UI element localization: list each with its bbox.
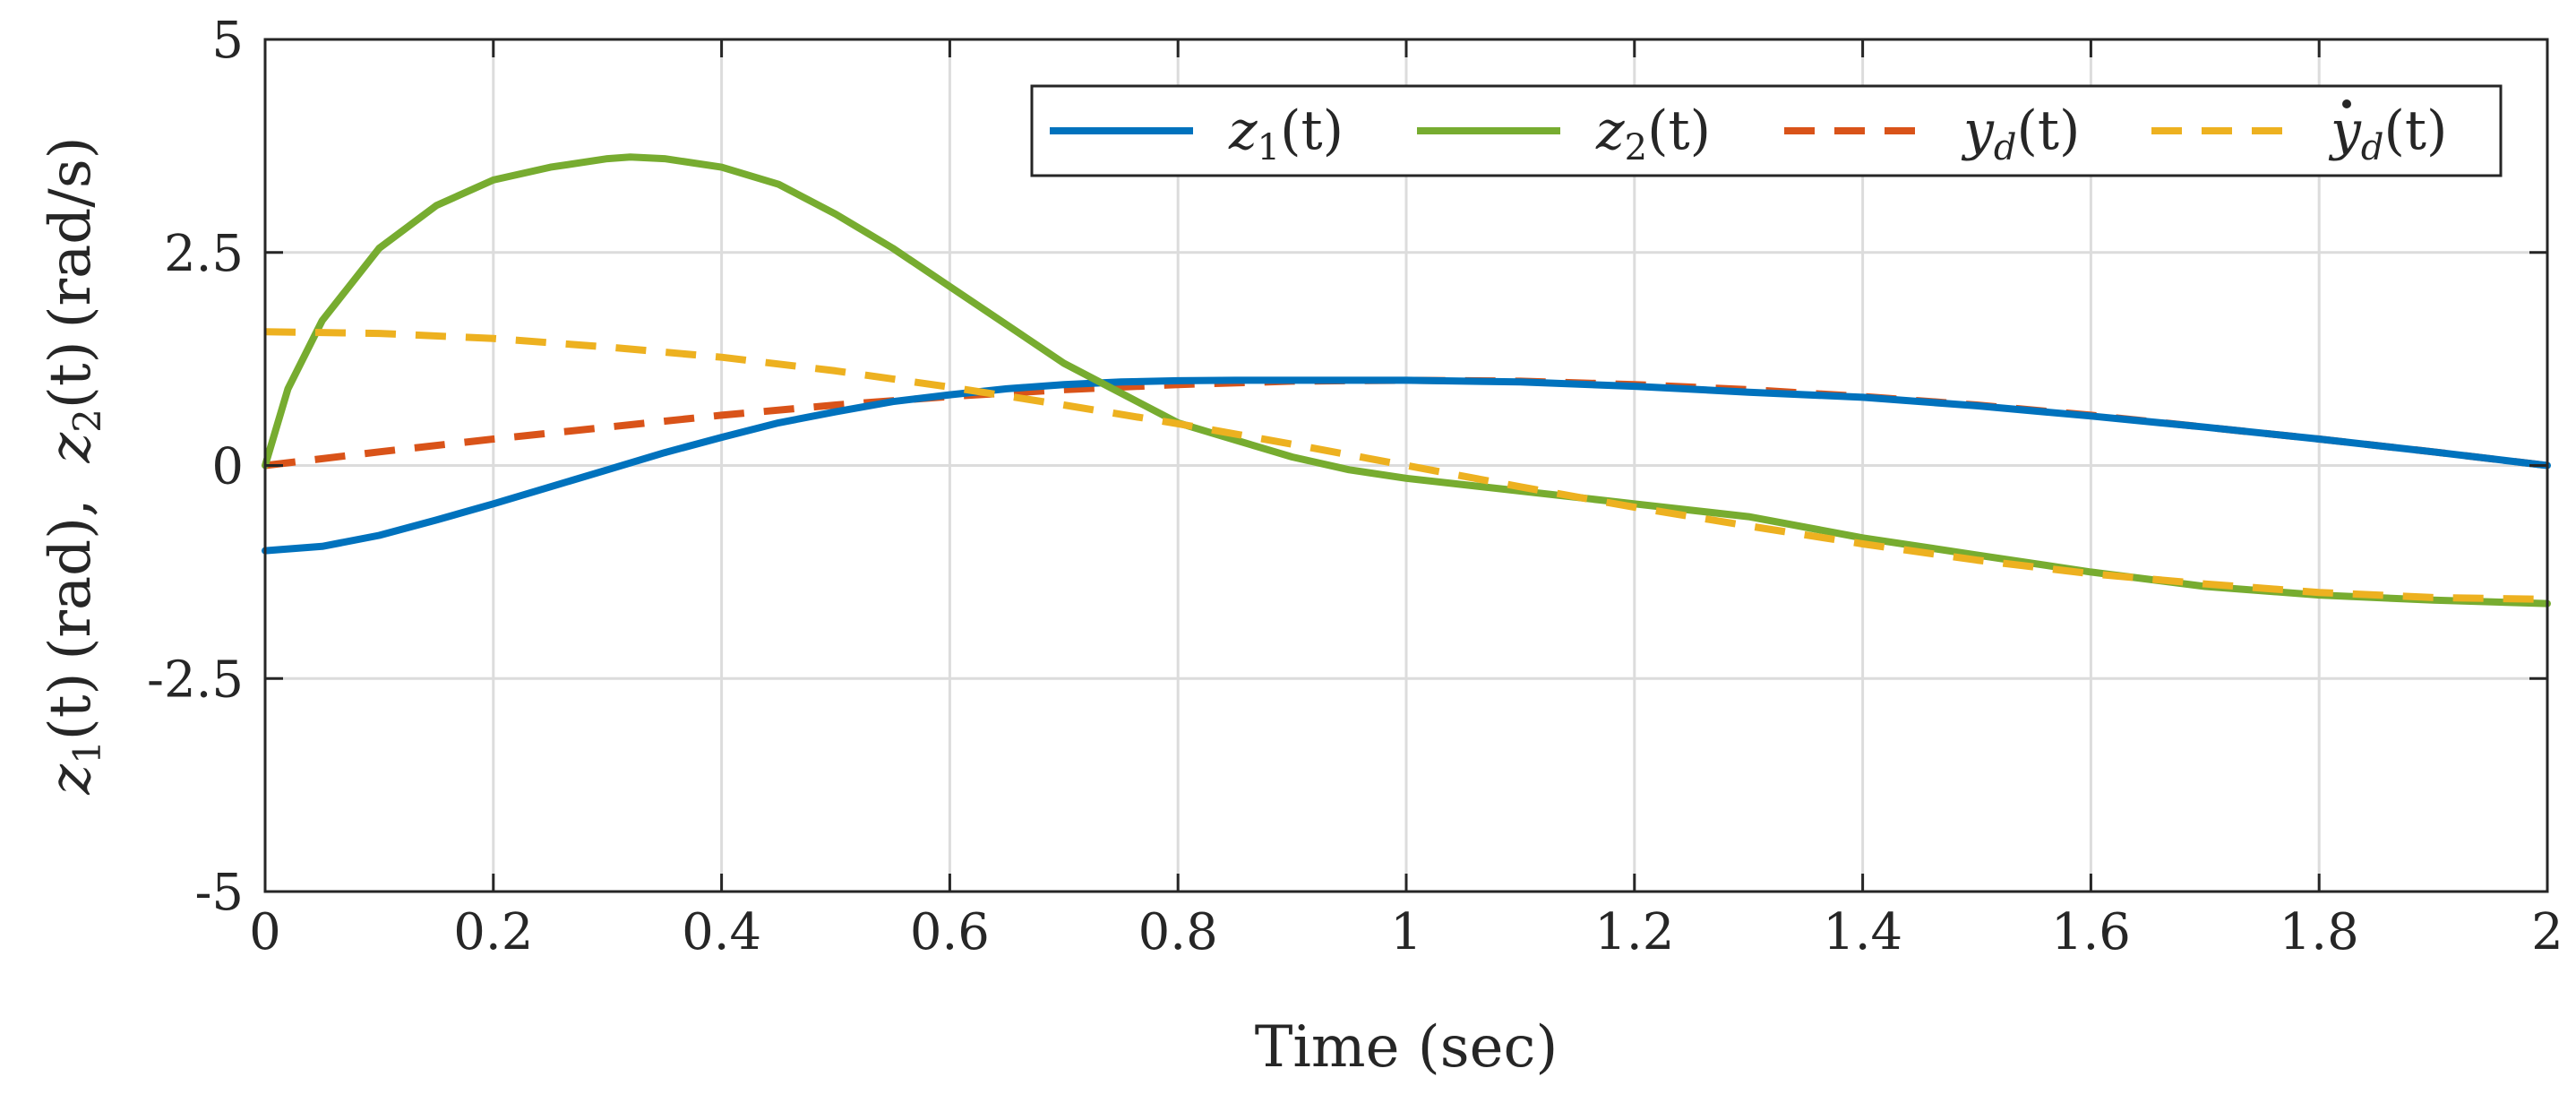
ylabel-z1-unit: (rad),: [38, 499, 104, 660]
legend-symbol: z: [1228, 99, 1258, 162]
legend-label: yd(t): [2328, 99, 2447, 168]
axis-ticks: 0 0.2 0.4 0.6 0.8 1 1.2 1.4 1.6 1.8 2 -5 -2.5 0 2.5 5: [147, 12, 2563, 961]
legend-argument: (t): [1647, 99, 1711, 162]
legend: z1(t) z2(t) yd(t) yd(t): [1030, 84, 2503, 177]
x-tick-label: 1.8: [2280, 903, 2359, 961]
svg-text:z1(t)(rad),z2(t)(rad/s): z1(t)(rad),z2(t)(rad/s): [38, 136, 109, 795]
y-tick-label: 0: [211, 438, 244, 496]
x-tick-label: 0.4: [682, 903, 761, 961]
ylabel-z2-unit: (rad/s): [38, 136, 104, 328]
x-tick-label: 0.6: [910, 903, 990, 961]
legend-argument: (t): [2384, 99, 2448, 162]
legend-argument: (t): [2017, 99, 2081, 162]
ylabel-z2-symbol: z: [38, 432, 104, 464]
legend-label: z1(t): [1228, 99, 1344, 168]
y-tick-label: 5: [211, 12, 244, 70]
y-tick-label: 2.5: [164, 225, 244, 283]
ylabel-z1-argument: (t): [38, 673, 104, 741]
y-tick-label: -5: [194, 864, 244, 922]
legend-label: yd(t): [1961, 99, 2080, 168]
legend-derivative-dot: [2342, 99, 2351, 108]
ylabel-z1-symbol: z: [38, 763, 104, 796]
ylabel-z1-subscript: 1: [65, 740, 109, 764]
x-tick-label: 1.4: [1823, 903, 1902, 961]
legend-symbol: z: [1595, 99, 1625, 162]
ylabel-z2-argument: (t): [38, 340, 104, 409]
plot-lines: [262, 153, 2551, 608]
legend-subscript: d: [1994, 127, 2017, 168]
y-axis-label: z1(t)(rad),z2(t)(rad/s): [38, 136, 109, 795]
x-tick-label: 0.8: [1138, 903, 1218, 961]
legend-subscript: d: [2361, 127, 2384, 168]
x-tick-label: 0.2: [453, 903, 533, 961]
y-tick-label: -2.5: [147, 651, 244, 709]
ylabel-z2-subscript: 2: [65, 409, 109, 433]
series-line-z2-t-: [262, 153, 2551, 608]
series-line-z1-t-: [262, 376, 2551, 555]
x-tick-label: 0: [249, 903, 281, 961]
x-tick-label: 1.6: [2051, 903, 2131, 961]
x-tick-label: 1: [1390, 903, 1422, 961]
legend-subscript: 2: [1625, 127, 1647, 168]
x-axis-label: Time (sec): [1255, 1014, 1558, 1081]
legend-subscript: 1: [1258, 127, 1280, 168]
legend-label: z2(t): [1595, 99, 1711, 168]
series-line--d-t-: [264, 328, 2548, 603]
x-tick-label: 2: [2531, 903, 2563, 961]
legend-symbol: y: [2328, 99, 2362, 162]
x-tick-label: 1.2: [1594, 903, 1674, 961]
legend-symbol: y: [1961, 99, 1995, 162]
legend-argument: (t): [1280, 99, 1344, 162]
